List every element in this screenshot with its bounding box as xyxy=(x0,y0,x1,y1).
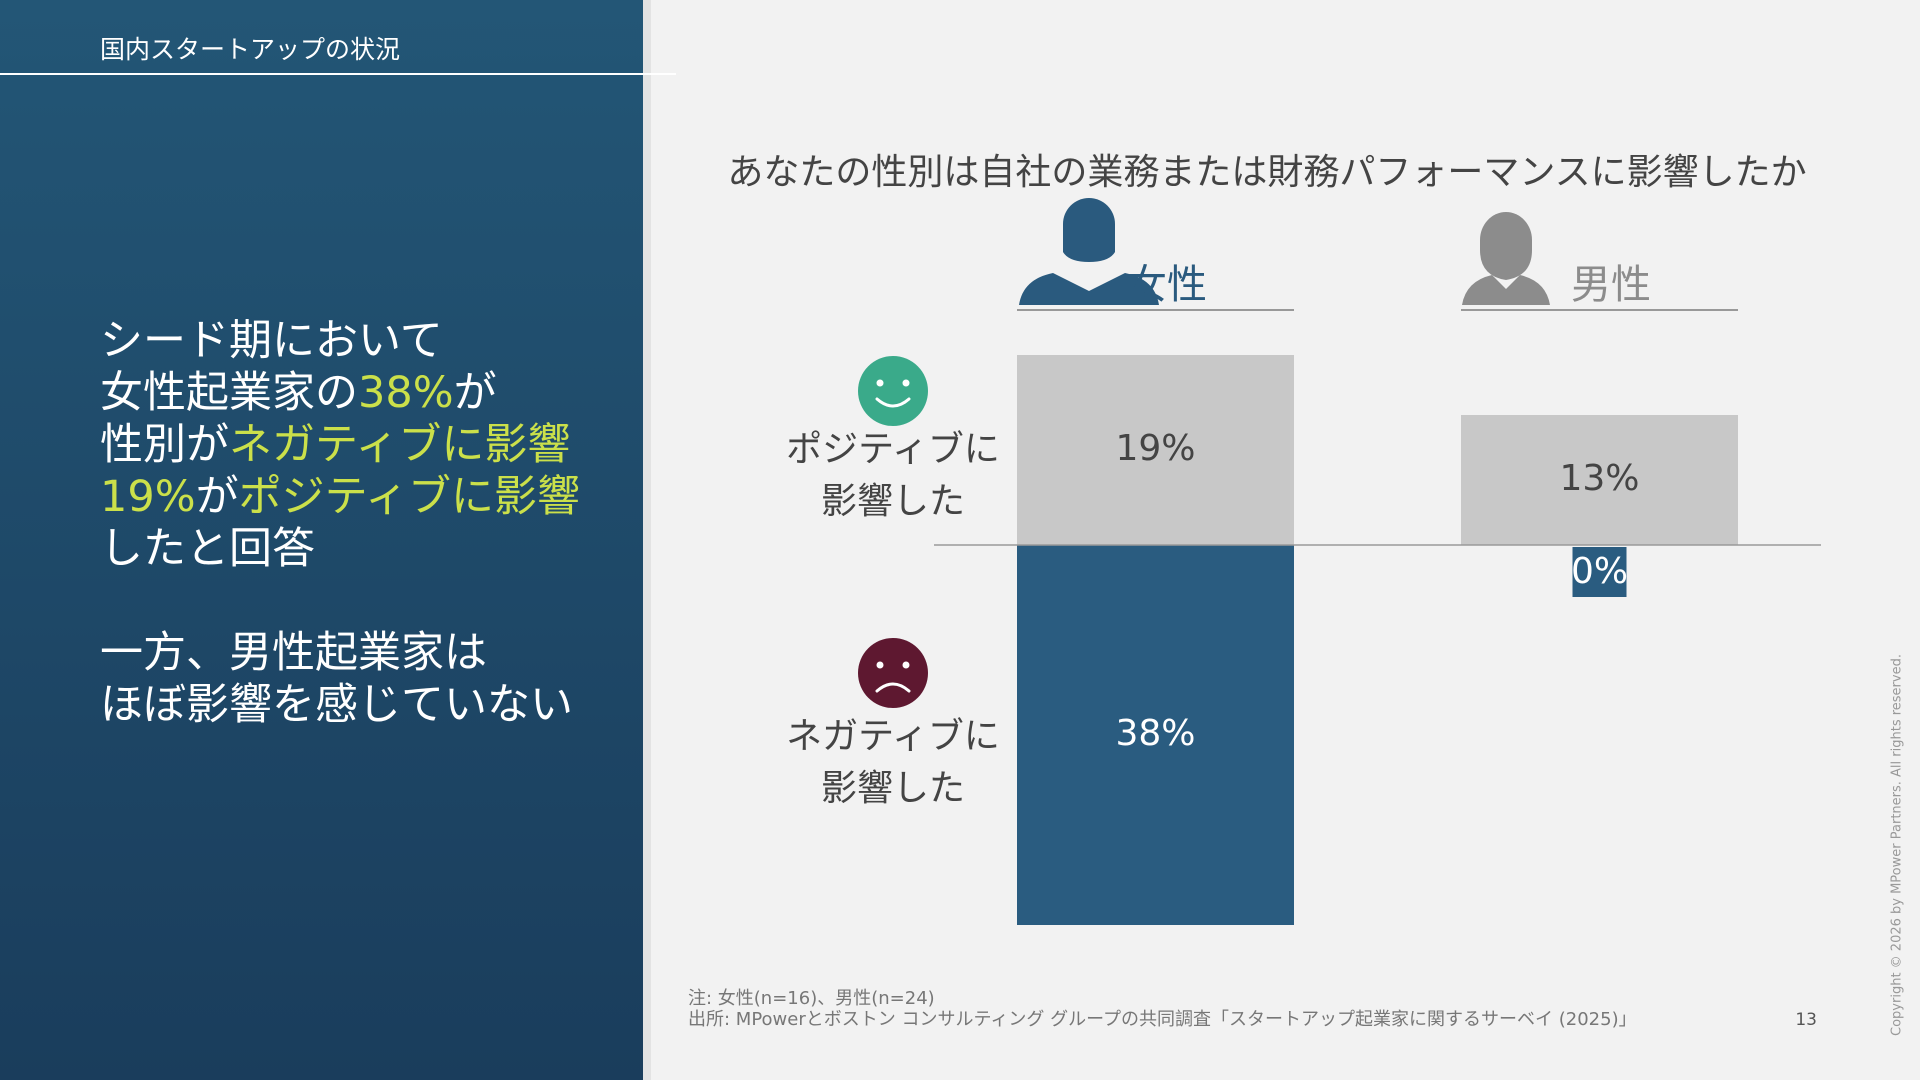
bar xyxy=(1461,415,1738,545)
face-mouth xyxy=(875,397,911,408)
headline-line: 一方、男性起業家は xyxy=(100,628,487,678)
headline-line: ほぼ影響を感じていない xyxy=(100,680,573,730)
face-eye xyxy=(902,379,910,387)
headline-segment: 38% xyxy=(358,368,454,418)
headline-segment: 一方、男性起業家は xyxy=(100,628,487,678)
headline-segment: シード期において xyxy=(100,316,443,366)
face-eye xyxy=(876,661,884,669)
panel-shadow xyxy=(643,0,651,1080)
face-eye xyxy=(902,661,910,669)
section-title: 国内スタートアップの状況 xyxy=(100,35,400,64)
source: 出所: MPowerとボストン コンサルティング グループの共同調査「スタートア… xyxy=(688,1009,1637,1030)
bar xyxy=(1017,355,1294,545)
row-label: 影響した xyxy=(821,768,965,809)
headline-segment: ネガティブに影響 xyxy=(229,420,570,470)
headline-line: したと回答 xyxy=(100,524,315,574)
category-label: 男性 xyxy=(1571,262,1651,308)
copyright: Copyright © 2026 by MPower Partners. All… xyxy=(1890,654,1905,1036)
headline-segment: 女性起業家の xyxy=(100,368,358,418)
male-icon xyxy=(1462,212,1550,305)
row-label: ネガティブに xyxy=(786,716,1000,757)
female-icon xyxy=(1019,198,1159,305)
value-label: 38% xyxy=(1115,713,1195,754)
value-label: 13% xyxy=(1559,458,1639,499)
headline-line: 19%がポジティブに影響 xyxy=(100,472,580,522)
row-label: ポジティブに xyxy=(786,429,1000,470)
headline-segment: ほぼ影響を感じていない xyxy=(100,680,573,730)
headline-segment: が xyxy=(454,368,497,418)
face-icon xyxy=(858,356,928,426)
category-label: 女性 xyxy=(1127,262,1207,308)
left-panel xyxy=(0,0,643,1080)
bar xyxy=(1017,545,1294,925)
headline-segment: が xyxy=(196,472,239,522)
face-eye xyxy=(876,379,884,387)
face-icon xyxy=(858,638,928,708)
headline-line: シード期において xyxy=(100,316,443,366)
value-label: 0% xyxy=(1571,551,1628,592)
headline-segment: 19% xyxy=(100,472,196,522)
headline-segment: したと回答 xyxy=(100,524,315,574)
face-mouth xyxy=(875,682,911,693)
headline-line: 女性起業家の38%が xyxy=(100,368,497,418)
chart-title: あなたの性別は自社の業務または財務パフォーマンスに影響したか xyxy=(727,152,1806,193)
zero-label-box xyxy=(1572,547,1627,597)
row-label: 影響した xyxy=(821,481,965,522)
value-label: 19% xyxy=(1115,428,1195,469)
headline-segment: ポジティブに影響 xyxy=(239,472,580,522)
page-number: 13 xyxy=(1795,1010,1817,1030)
headline: シード期において女性起業家の38%が性別がネガティブに影響19%がポジティブに影… xyxy=(100,316,580,730)
headline-segment: 性別が xyxy=(100,420,229,470)
note: 注: 女性(n=16)、男性(n=24) xyxy=(688,988,935,1009)
headline-line: 性別がネガティブに影響 xyxy=(100,420,570,470)
